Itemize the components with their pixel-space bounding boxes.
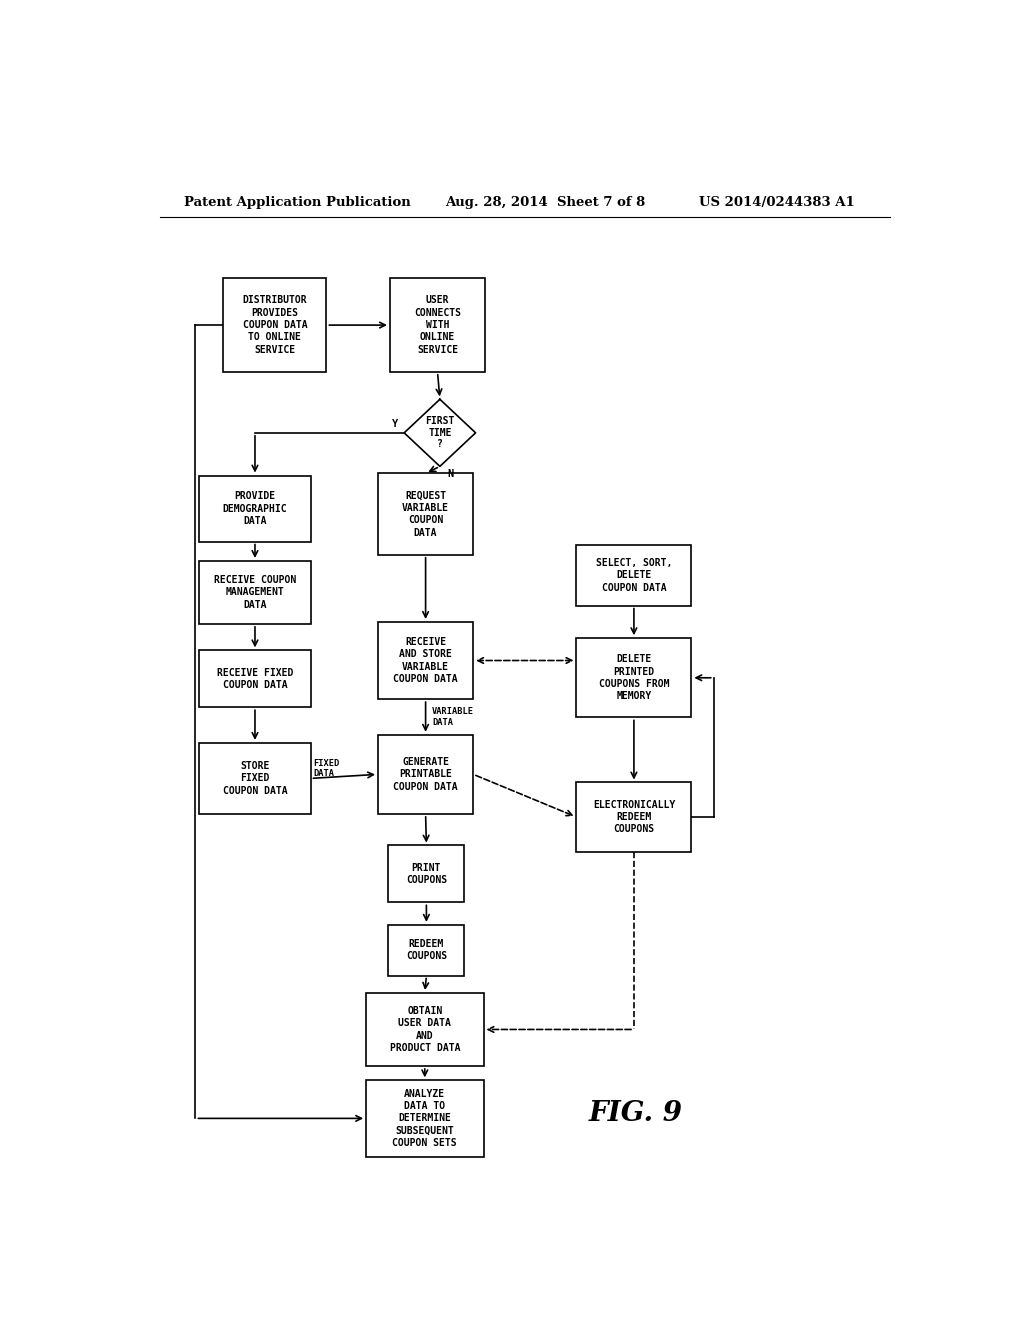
Text: VARIABLE
DATA: VARIABLE DATA xyxy=(432,708,474,726)
Text: GENERATE
PRINTABLE
COUPON DATA: GENERATE PRINTABLE COUPON DATA xyxy=(393,756,458,792)
FancyBboxPatch shape xyxy=(388,846,465,903)
Text: REDEEM
COUPONS: REDEEM COUPONS xyxy=(406,939,446,961)
Text: Aug. 28, 2014  Sheet 7 of 8: Aug. 28, 2014 Sheet 7 of 8 xyxy=(445,195,646,209)
FancyBboxPatch shape xyxy=(200,561,310,624)
FancyBboxPatch shape xyxy=(223,279,327,372)
FancyBboxPatch shape xyxy=(577,638,691,718)
Text: REQUEST
VARIABLE
COUPON
DATA: REQUEST VARIABLE COUPON DATA xyxy=(402,491,450,537)
Text: ANALYZE
DATA TO
DETERMINE
SUBSEQUENT
COUPON SETS: ANALYZE DATA TO DETERMINE SUBSEQUENT COU… xyxy=(392,1089,457,1148)
FancyBboxPatch shape xyxy=(367,1080,483,1156)
FancyBboxPatch shape xyxy=(200,475,310,541)
Text: Patent Application Publication: Patent Application Publication xyxy=(183,195,411,209)
Text: STORE
FIXED
COUPON DATA: STORE FIXED COUPON DATA xyxy=(222,762,288,796)
Text: FIG. 9: FIG. 9 xyxy=(589,1101,683,1127)
FancyBboxPatch shape xyxy=(378,474,473,554)
Text: PROVIDE
DEMOGRAPHIC
DATA: PROVIDE DEMOGRAPHIC DATA xyxy=(222,491,288,525)
Text: PRINT
COUPONS: PRINT COUPONS xyxy=(406,863,446,886)
FancyBboxPatch shape xyxy=(577,545,691,606)
FancyBboxPatch shape xyxy=(378,735,473,814)
Text: FIRST
TIME
?: FIRST TIME ? xyxy=(425,416,455,449)
Text: USER
CONNECTS
WITH
ONLINE
SERVICE: USER CONNECTS WITH ONLINE SERVICE xyxy=(414,296,461,355)
Text: US 2014/0244383 A1: US 2014/0244383 A1 xyxy=(699,195,855,209)
Text: N: N xyxy=(447,469,454,479)
Text: OBTAIN
USER DATA
AND
PRODUCT DATA: OBTAIN USER DATA AND PRODUCT DATA xyxy=(389,1006,460,1053)
Text: DELETE
PRINTED
COUPONS FROM
MEMORY: DELETE PRINTED COUPONS FROM MEMORY xyxy=(599,655,669,701)
FancyBboxPatch shape xyxy=(577,783,691,851)
Text: Y: Y xyxy=(391,418,397,429)
Text: DISTRIBUTOR
PROVIDES
COUPON DATA
TO ONLINE
SERVICE: DISTRIBUTOR PROVIDES COUPON DATA TO ONLI… xyxy=(243,296,307,355)
Polygon shape xyxy=(404,399,475,466)
Text: RECEIVE FIXED
COUPON DATA: RECEIVE FIXED COUPON DATA xyxy=(217,668,293,690)
FancyBboxPatch shape xyxy=(388,925,465,975)
FancyBboxPatch shape xyxy=(200,743,310,814)
FancyBboxPatch shape xyxy=(367,993,483,1067)
Text: ELECTRONICALLY
REDEEM
COUPONS: ELECTRONICALLY REDEEM COUPONS xyxy=(593,800,675,834)
Text: FIXED
DATA: FIXED DATA xyxy=(313,759,339,777)
FancyBboxPatch shape xyxy=(200,651,310,708)
Text: SELECT, SORT,
DELETE
COUPON DATA: SELECT, SORT, DELETE COUPON DATA xyxy=(596,558,672,593)
FancyBboxPatch shape xyxy=(378,622,473,700)
Text: RECEIVE COUPON
MANAGEMENT
DATA: RECEIVE COUPON MANAGEMENT DATA xyxy=(214,576,296,610)
FancyBboxPatch shape xyxy=(390,279,485,372)
Text: RECEIVE
AND STORE
VARIABLE
COUPON DATA: RECEIVE AND STORE VARIABLE COUPON DATA xyxy=(393,638,458,684)
